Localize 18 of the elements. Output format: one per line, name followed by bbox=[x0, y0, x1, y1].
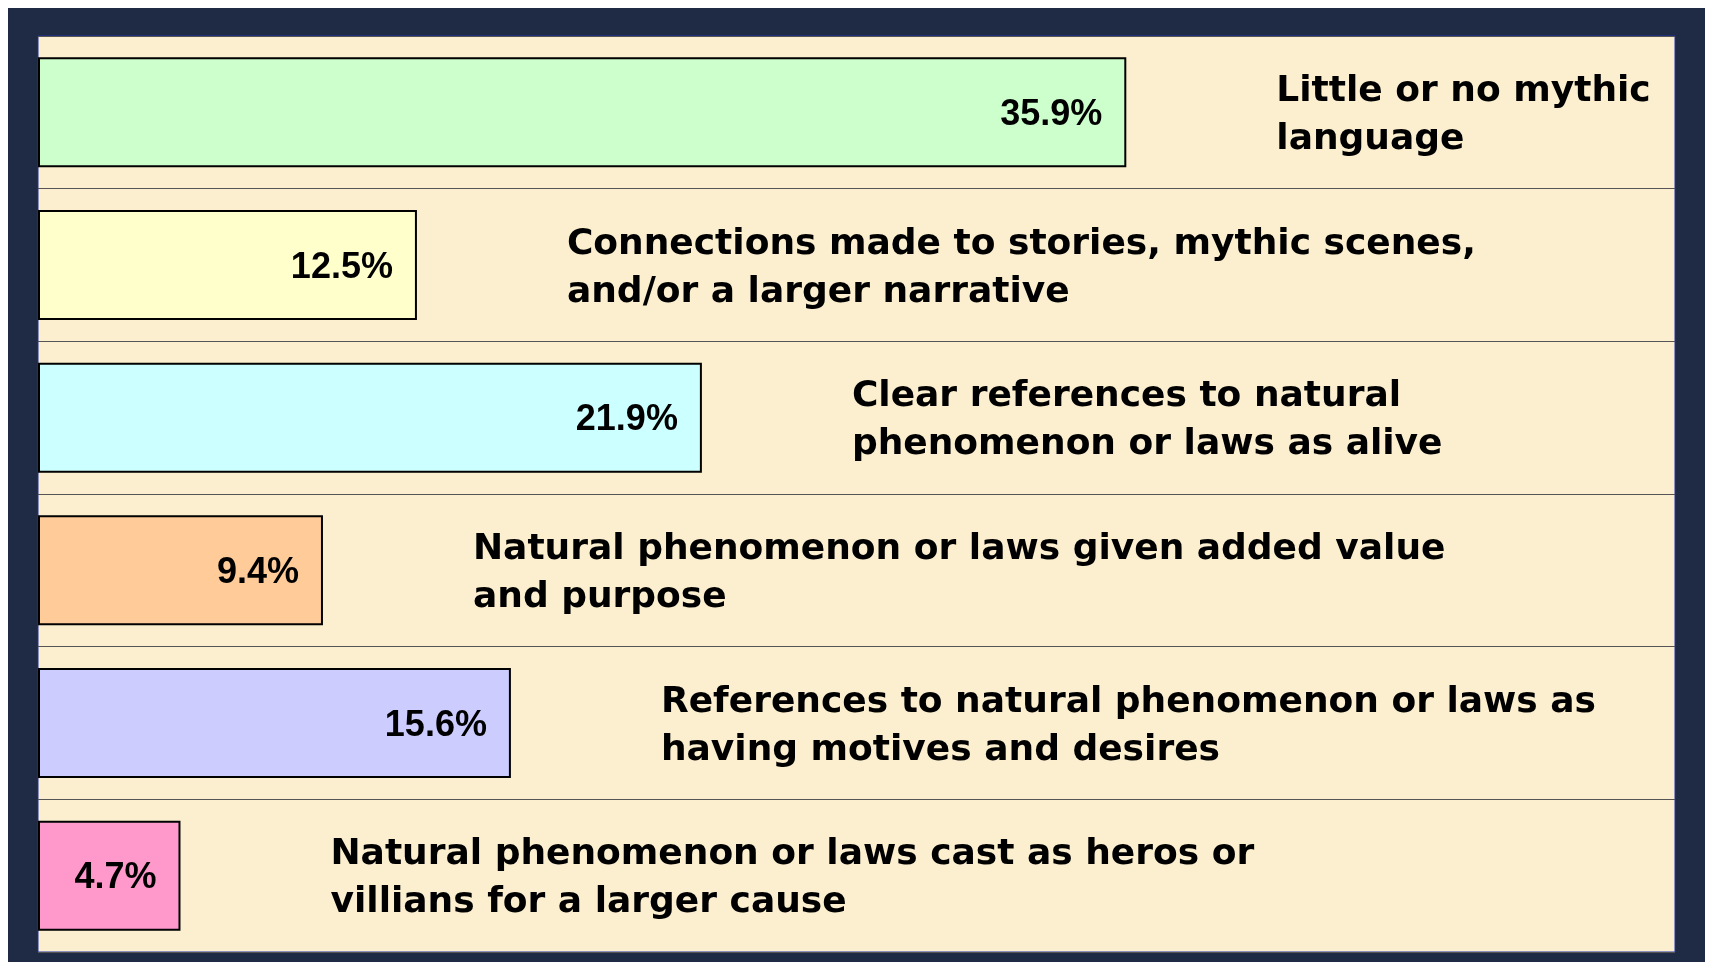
bar bbox=[38, 362, 702, 473]
data-label: 21.9% bbox=[575, 397, 678, 439]
y-tick-label: Natural phenomenon or laws cast as heros or villians for a larger cause bbox=[330, 831, 1255, 921]
data-label: 12.5% bbox=[290, 244, 393, 286]
bar bbox=[38, 668, 511, 778]
bar bbox=[38, 820, 181, 931]
y-tick-label: Natural phenomenon or laws given added value and purpose bbox=[472, 525, 1446, 615]
data-label: 4.7% bbox=[74, 855, 157, 897]
data-label: 9.4% bbox=[216, 549, 299, 591]
y-tick-label: Clear references to natural phenomenon or laws as alive bbox=[851, 373, 1443, 463]
data-label: 35.9% bbox=[1000, 91, 1103, 133]
y-tick-label: Connections made to stories, mythic scenes, and/or a larger narrative bbox=[566, 220, 1476, 310]
bar bbox=[38, 57, 1127, 168]
data-label: 15.6% bbox=[384, 702, 487, 744]
bar bbox=[38, 210, 417, 320]
y-tick-label: Little or no mythic language bbox=[1276, 67, 1651, 157]
y-tick-label: References to natural phenomenon or laws as having motives and desires bbox=[660, 678, 1597, 768]
bar bbox=[38, 515, 323, 626]
